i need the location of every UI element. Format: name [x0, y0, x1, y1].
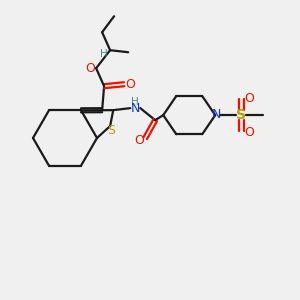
- Text: O: O: [244, 126, 254, 139]
- Text: O: O: [134, 134, 144, 147]
- Text: H: H: [100, 49, 108, 59]
- Text: S: S: [107, 124, 115, 136]
- Text: O: O: [125, 78, 135, 91]
- Text: S: S: [236, 108, 246, 122]
- Text: H: H: [131, 97, 139, 107]
- Text: N: N: [212, 108, 221, 121]
- Text: N: N: [130, 102, 140, 115]
- Text: O: O: [85, 62, 95, 75]
- Text: O: O: [244, 92, 254, 105]
